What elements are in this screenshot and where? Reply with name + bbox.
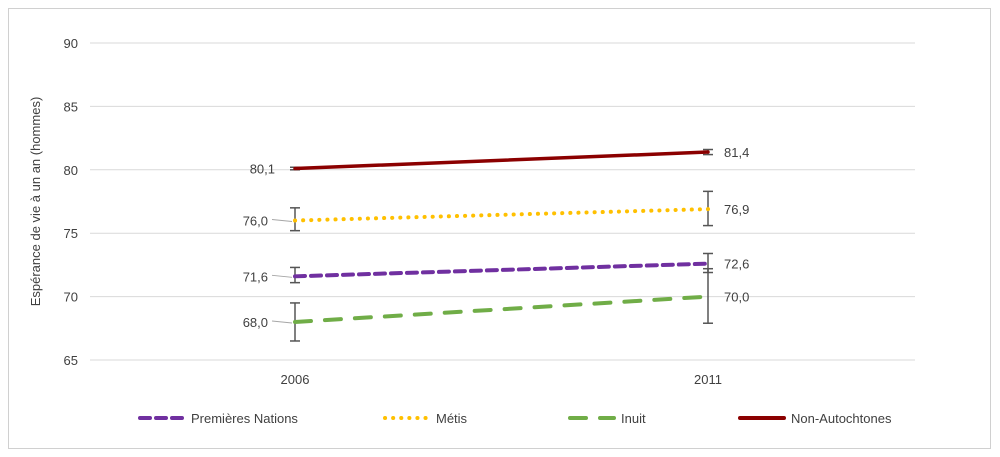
y-tick-label: 90 xyxy=(64,36,78,51)
y-tick-label: 85 xyxy=(64,99,78,114)
y-tick-label: 65 xyxy=(64,353,78,368)
series-line-m-tis xyxy=(293,207,710,223)
data-label: 80,1 xyxy=(250,162,275,177)
legend-label: Premières Nations xyxy=(191,411,298,426)
legend-label: Non-Autochtones xyxy=(791,411,892,426)
legend-label: Inuit xyxy=(621,411,646,426)
series-line-non-autochtones xyxy=(293,150,710,171)
y-axis-label: Espérance de vie à un an (hommes) xyxy=(28,97,43,307)
data-label: 81,4 xyxy=(724,145,749,160)
data-label: 68,0 xyxy=(243,315,268,330)
leader-line xyxy=(271,274,293,278)
y-tick-label: 70 xyxy=(64,290,78,305)
legend-label: Métis xyxy=(436,411,468,426)
x-tick-label: 2006 xyxy=(281,372,310,387)
data-label: 70,0 xyxy=(724,290,749,305)
leader-line xyxy=(271,320,293,324)
series-line-inuit xyxy=(293,294,710,324)
chart-frame xyxy=(8,8,991,449)
leader-line xyxy=(271,219,293,223)
series-line-premi-res-nations xyxy=(293,261,710,279)
y-tick-label: 75 xyxy=(64,226,78,241)
data-label: 76,9 xyxy=(724,202,749,217)
y-tick-label: 80 xyxy=(64,163,78,178)
data-label: 71,6 xyxy=(243,269,268,284)
data-label: 76,0 xyxy=(243,214,268,229)
x-tick-label: 2011 xyxy=(694,372,722,387)
data-label: 72,6 xyxy=(724,257,749,272)
